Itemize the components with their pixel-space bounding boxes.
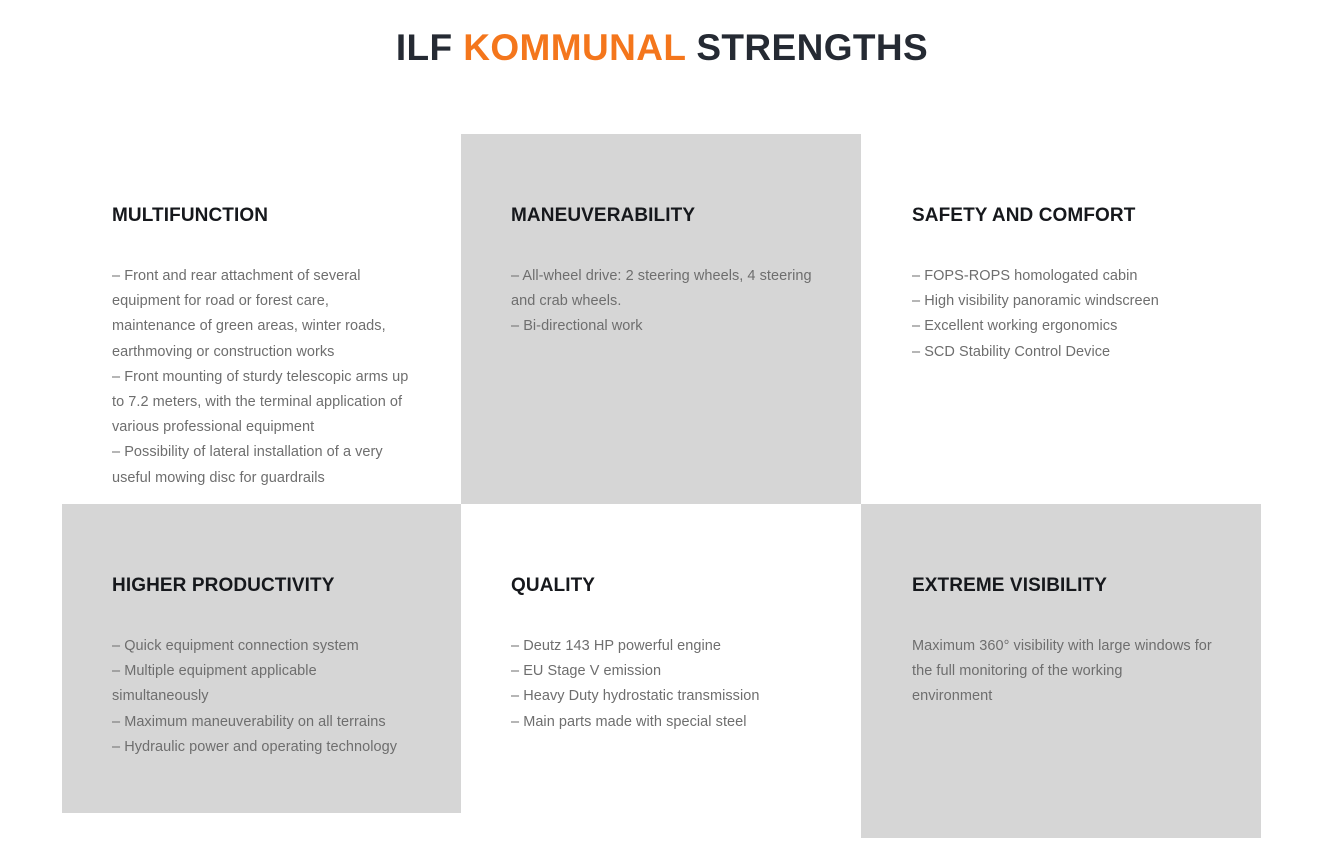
panel-line: maintenance of green areas, winter roads… (112, 318, 386, 335)
page-title: ILF KOMMUNAL STRENGTHS (0, 24, 1324, 72)
panel-line: environment (912, 688, 993, 705)
panel-line: – EU Stage V emission (511, 663, 662, 680)
panel-line: earthmoving or construction works (112, 343, 335, 360)
page-title-segment-1: ILF (395, 27, 464, 68)
panel-body-higher-productivity: – Quick equipment connection system – Mu… (112, 634, 417, 760)
page-title-container: ILF KOMMUNAL STRENGTHS (0, 24, 1324, 72)
panel-line: – Possibility of lateral installation of… (112, 444, 383, 461)
panel-line: – Bi-directional work (511, 318, 643, 335)
panel-line: – Maximum maneuverability on all terrain… (112, 713, 386, 730)
panel-maneuverability: MANEUVERABILITY – All-wheel drive: 2 ste… (461, 134, 861, 504)
panel-line: – Front mounting of sturdy telescopic ar… (112, 368, 409, 385)
panel-line: equipment for road or forest care, (112, 293, 329, 310)
panel-line: – Main parts made with special steel (511, 713, 747, 730)
panel-line: to 7.2 meters, with the terminal applica… (112, 394, 403, 411)
panel-heading-higher-productivity: HIGHER PRODUCTIVITY (112, 575, 335, 596)
panel-body-maneuverability: – All-wheel drive: 2 steering wheels, 4 … (511, 264, 817, 340)
panel-safety-and-comfort: SAFETY AND COMFORT – FOPS-ROPS homologat… (861, 134, 1261, 504)
panel-line: – Deutz 143 HP powerful engine (511, 638, 722, 654)
page-title-segment-accent: KOMMUNAL (463, 27, 686, 68)
panel-extreme-visibility: EXTREME VISIBILITY Maximum 360° visibili… (861, 504, 1261, 838)
panel-line: the full monitoring of the working (912, 663, 1123, 680)
panel-quality: QUALITY – Deutz 143 HP powerful engine –… (461, 504, 861, 813)
panel-line: Maximum 360° visibility with large windo… (912, 638, 1212, 654)
panel-heading-multifunction: MULTIFUNCTION (112, 205, 269, 226)
panel-line: – All-wheel drive: 2 steering wheels, 4 … (511, 268, 812, 284)
panel-body-safety-and-comfort: – FOPS-ROPS homologated cabin – High vis… (912, 264, 1217, 365)
panel-line: – Front and rear attachment of several (112, 268, 361, 284)
panel-heading-safety-and-comfort: SAFETY AND COMFORT (912, 205, 1136, 226)
panel-line: – Heavy Duty hydrostatic transmission (511, 688, 760, 705)
panel-line: – High visibility panoramic windscreen (912, 293, 1159, 310)
page-title-segment-3: STRENGTHS (685, 27, 929, 68)
panel-heading-quality: QUALITY (511, 575, 596, 596)
panel-line: various professional equipment (112, 419, 315, 436)
panel-line: – FOPS-ROPS homologated cabin (912, 268, 1138, 284)
panel-line: – SCD Stability Control Device (912, 343, 1111, 360)
panel-line: – Multiple equipment applicable (112, 663, 317, 680)
panel-multifunction: MULTIFUNCTION – Front and rear attachmen… (62, 134, 461, 504)
panel-heading-extreme-visibility: EXTREME VISIBILITY (912, 575, 1107, 596)
panel-line: useful mowing disc for guardrails (112, 469, 325, 486)
panel-line: – Excellent working ergonomics (912, 318, 1118, 335)
panel-body-multifunction: – Front and rear attachment of several e… (112, 264, 417, 491)
panel-body-extreme-visibility: Maximum 360° visibility with large windo… (912, 634, 1217, 710)
panel-line: – Hydraulic power and operating technolo… (112, 738, 398, 755)
panel-higher-productivity: HIGHER PRODUCTIVITY – Quick equipment co… (62, 504, 461, 813)
panel-line: – Quick equipment connection system (112, 638, 359, 654)
panel-line: and crab wheels. (511, 293, 622, 310)
panel-body-quality: – Deutz 143 HP powerful engine – EU Stag… (511, 634, 817, 735)
panel-line: simultaneously (112, 688, 209, 705)
panel-heading-maneuverability: MANEUVERABILITY (511, 205, 696, 226)
